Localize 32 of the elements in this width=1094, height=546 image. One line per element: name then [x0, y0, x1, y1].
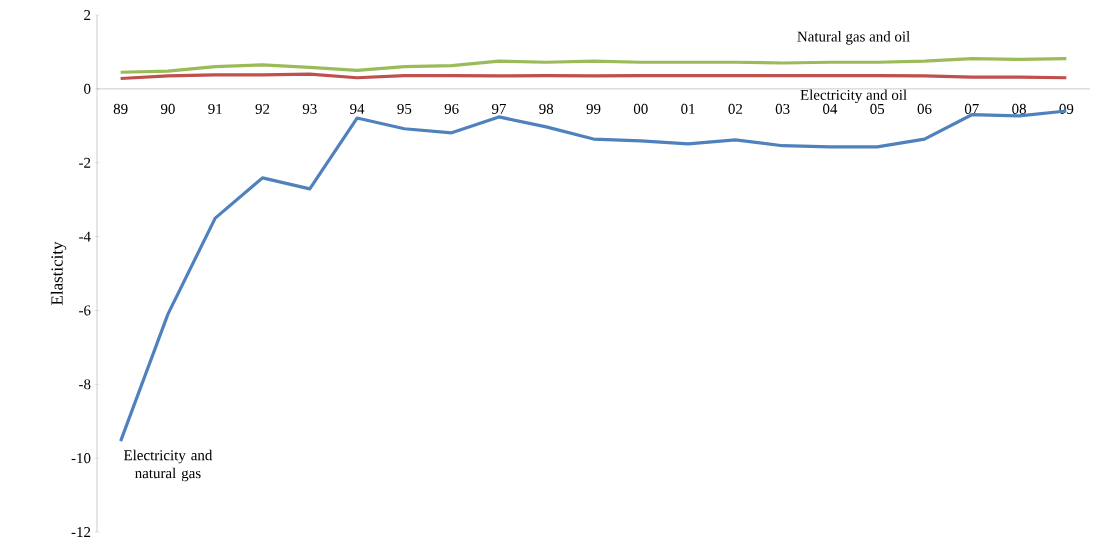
- x-tick-label: 98: [539, 103, 554, 114]
- y-tick-label: 0: [84, 83, 91, 94]
- y-tick-label: -10: [71, 453, 91, 464]
- x-tick-label: 08: [1012, 103, 1026, 114]
- series-label: Electricity and natural gas: [123, 449, 213, 482]
- y-tick-label: 2: [84, 10, 91, 20]
- series-label: Natural gas and oil: [797, 31, 910, 45]
- y-axis-title: Elasticity: [50, 241, 67, 305]
- x-tick-label: 05: [870, 103, 885, 114]
- x-tick-label: 94: [350, 103, 365, 114]
- y-tick-label: -8: [79, 379, 91, 390]
- x-tick-label: 04: [823, 103, 838, 114]
- series-label: Electricity and oil: [800, 89, 907, 104]
- x-tick-label: 00: [633, 103, 648, 114]
- y-tick-label: -6: [79, 305, 91, 316]
- x-tick-label: 89: [113, 103, 128, 114]
- x-tick-label: 97: [491, 103, 506, 114]
- x-tick-label: 02: [728, 103, 742, 114]
- y-tick-label: -2: [79, 157, 91, 168]
- x-tick-label: 99: [586, 103, 601, 114]
- x-tick-label: 06: [917, 103, 932, 114]
- x-tick-label: 91: [208, 103, 222, 114]
- y-tick-label: -4: [79, 231, 91, 242]
- x-tick-label: 90: [160, 103, 175, 114]
- x-tick-label: 93: [302, 103, 317, 114]
- x-tick-label: 96: [444, 103, 459, 114]
- y-tick-label: -12: [71, 527, 91, 537]
- x-tick-label: 01: [681, 103, 695, 114]
- x-tick-label: 03: [775, 103, 790, 114]
- x-tick-label: 95: [397, 103, 412, 114]
- x-tick-label: 07: [964, 103, 979, 114]
- x-tick-label: 92: [255, 103, 270, 114]
